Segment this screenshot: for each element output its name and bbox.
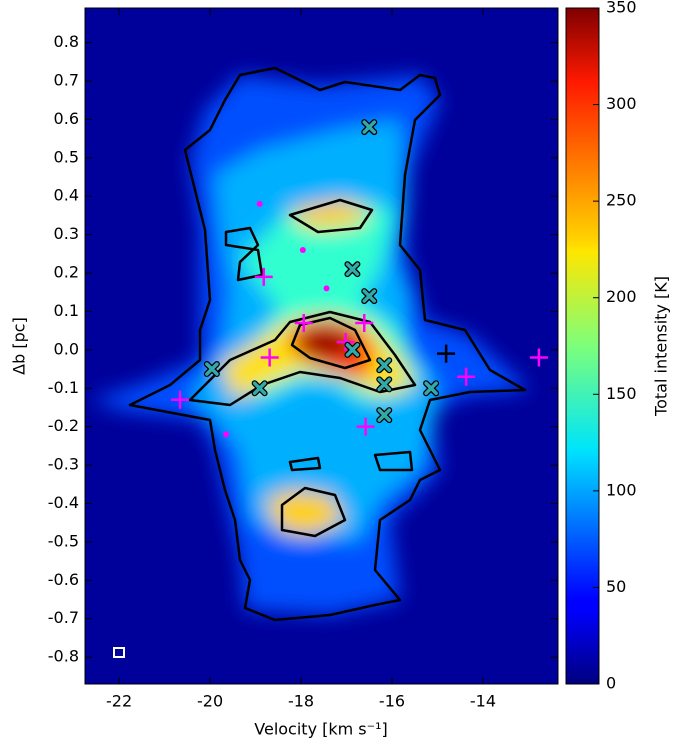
- contour: [288, 198, 374, 234]
- x-tick-label: -18: [288, 692, 314, 711]
- x-marker-stroke: [362, 120, 377, 134]
- x-marker-stroke: [362, 289, 377, 303]
- beam-marker: [113, 647, 125, 658]
- y-tick-label: -0.1: [48, 378, 79, 397]
- plus-marker-stroke: [260, 348, 279, 367]
- x-marker-stroke: [345, 343, 360, 357]
- x-marker: [344, 341, 361, 358]
- x-marker-stroke: [424, 381, 438, 395]
- x-marker: [361, 119, 378, 136]
- dot-marker: [222, 431, 229, 438]
- y-tick-label: 0.0: [54, 339, 79, 358]
- y-tick-label: 0.2: [54, 263, 79, 282]
- plus-marker-stroke: [457, 367, 476, 386]
- colorbar-tick-label: 100: [606, 480, 637, 499]
- y-tick-label: 0.4: [54, 186, 79, 205]
- x-marker-stroke: [345, 262, 360, 276]
- y-tick-label: 0.3: [54, 224, 79, 243]
- plus-marker: [260, 348, 279, 367]
- x-tick-label: -16: [379, 692, 405, 711]
- colorbar-label: Total intensity [K]: [652, 276, 671, 417]
- y-axis-label: Δb [pc]: [10, 317, 29, 375]
- x-marker: [376, 357, 393, 374]
- plus-marker: [336, 333, 355, 352]
- y-tick-label: 0.6: [54, 109, 79, 128]
- y-tick-label: 0.5: [54, 147, 79, 166]
- x-marker-stroke: [377, 408, 392, 422]
- plus-marker-stroke: [355, 313, 374, 332]
- plus-marker-stroke: [437, 344, 456, 363]
- plus-marker: [171, 390, 190, 409]
- plus-marker: [529, 348, 548, 367]
- colorbar: [565, 7, 600, 685]
- colorbar-tick-label: 50: [606, 577, 626, 596]
- y-tick-label: 0.1: [54, 301, 79, 320]
- colorbar-tick-label: 300: [606, 94, 637, 113]
- x-marker-stroke: [205, 362, 219, 376]
- colorbar-tick-label: 250: [606, 191, 637, 210]
- plus-marker: [356, 417, 375, 436]
- contour: [224, 226, 264, 282]
- plus-marker: [254, 267, 273, 286]
- x-marker: [423, 380, 440, 397]
- x-marker-stroke: [377, 377, 392, 392]
- y-tick-label: -0.5: [48, 531, 79, 550]
- x-tick-label: -14: [470, 692, 496, 711]
- plot-frame: [84, 7, 559, 685]
- dot-marker: [256, 200, 263, 207]
- x-marker-stroke: [252, 381, 267, 395]
- plus-marker-stroke: [171, 390, 190, 409]
- contour: [280, 486, 347, 538]
- contour: [288, 456, 322, 472]
- x-axis-label: Velocity [km s⁻¹]: [254, 720, 387, 739]
- plus-marker-stroke: [529, 348, 548, 367]
- x-marker: [361, 288, 378, 305]
- plus-marker: [437, 344, 456, 363]
- plus-marker: [355, 313, 374, 332]
- contour: [188, 310, 417, 407]
- dot-marker: [323, 285, 330, 292]
- dot-marker: [299, 246, 306, 253]
- x-marker: [376, 407, 393, 424]
- plus-marker-stroke: [254, 267, 273, 286]
- y-tick-label: 0.8: [54, 32, 79, 51]
- x-marker: [344, 261, 361, 278]
- x-tick-label: -20: [197, 692, 223, 711]
- plus-marker: [457, 367, 476, 386]
- colorbar-tick-label: 350: [606, 0, 637, 17]
- x-marker-stroke: [377, 358, 392, 372]
- plus-marker-stroke: [356, 417, 375, 436]
- colorbar-tick-label: 150: [606, 384, 637, 403]
- x-marker: [376, 376, 393, 393]
- y-tick-label: -0.6: [48, 570, 79, 589]
- plus-marker: [294, 313, 313, 332]
- y-tick-label: 0.7: [54, 70, 79, 89]
- y-tick-label: -0.2: [48, 416, 79, 435]
- contour: [128, 66, 527, 622]
- colorbar-tick-label: 0: [606, 674, 616, 693]
- x-marker: [251, 380, 268, 397]
- plus-marker-stroke: [294, 313, 313, 332]
- y-tick-label: -0.4: [48, 493, 79, 512]
- intensity-map: [85, 8, 558, 684]
- y-tick-label: -0.3: [48, 455, 79, 474]
- contour: [373, 450, 414, 472]
- x-marker: [203, 361, 220, 378]
- y-tick-label: -0.7: [48, 608, 79, 627]
- plus-marker-stroke: [336, 333, 355, 352]
- y-tick-label: -0.8: [48, 647, 79, 666]
- x-tick-label: -22: [106, 692, 132, 711]
- colorbar-tick-label: 200: [606, 287, 637, 306]
